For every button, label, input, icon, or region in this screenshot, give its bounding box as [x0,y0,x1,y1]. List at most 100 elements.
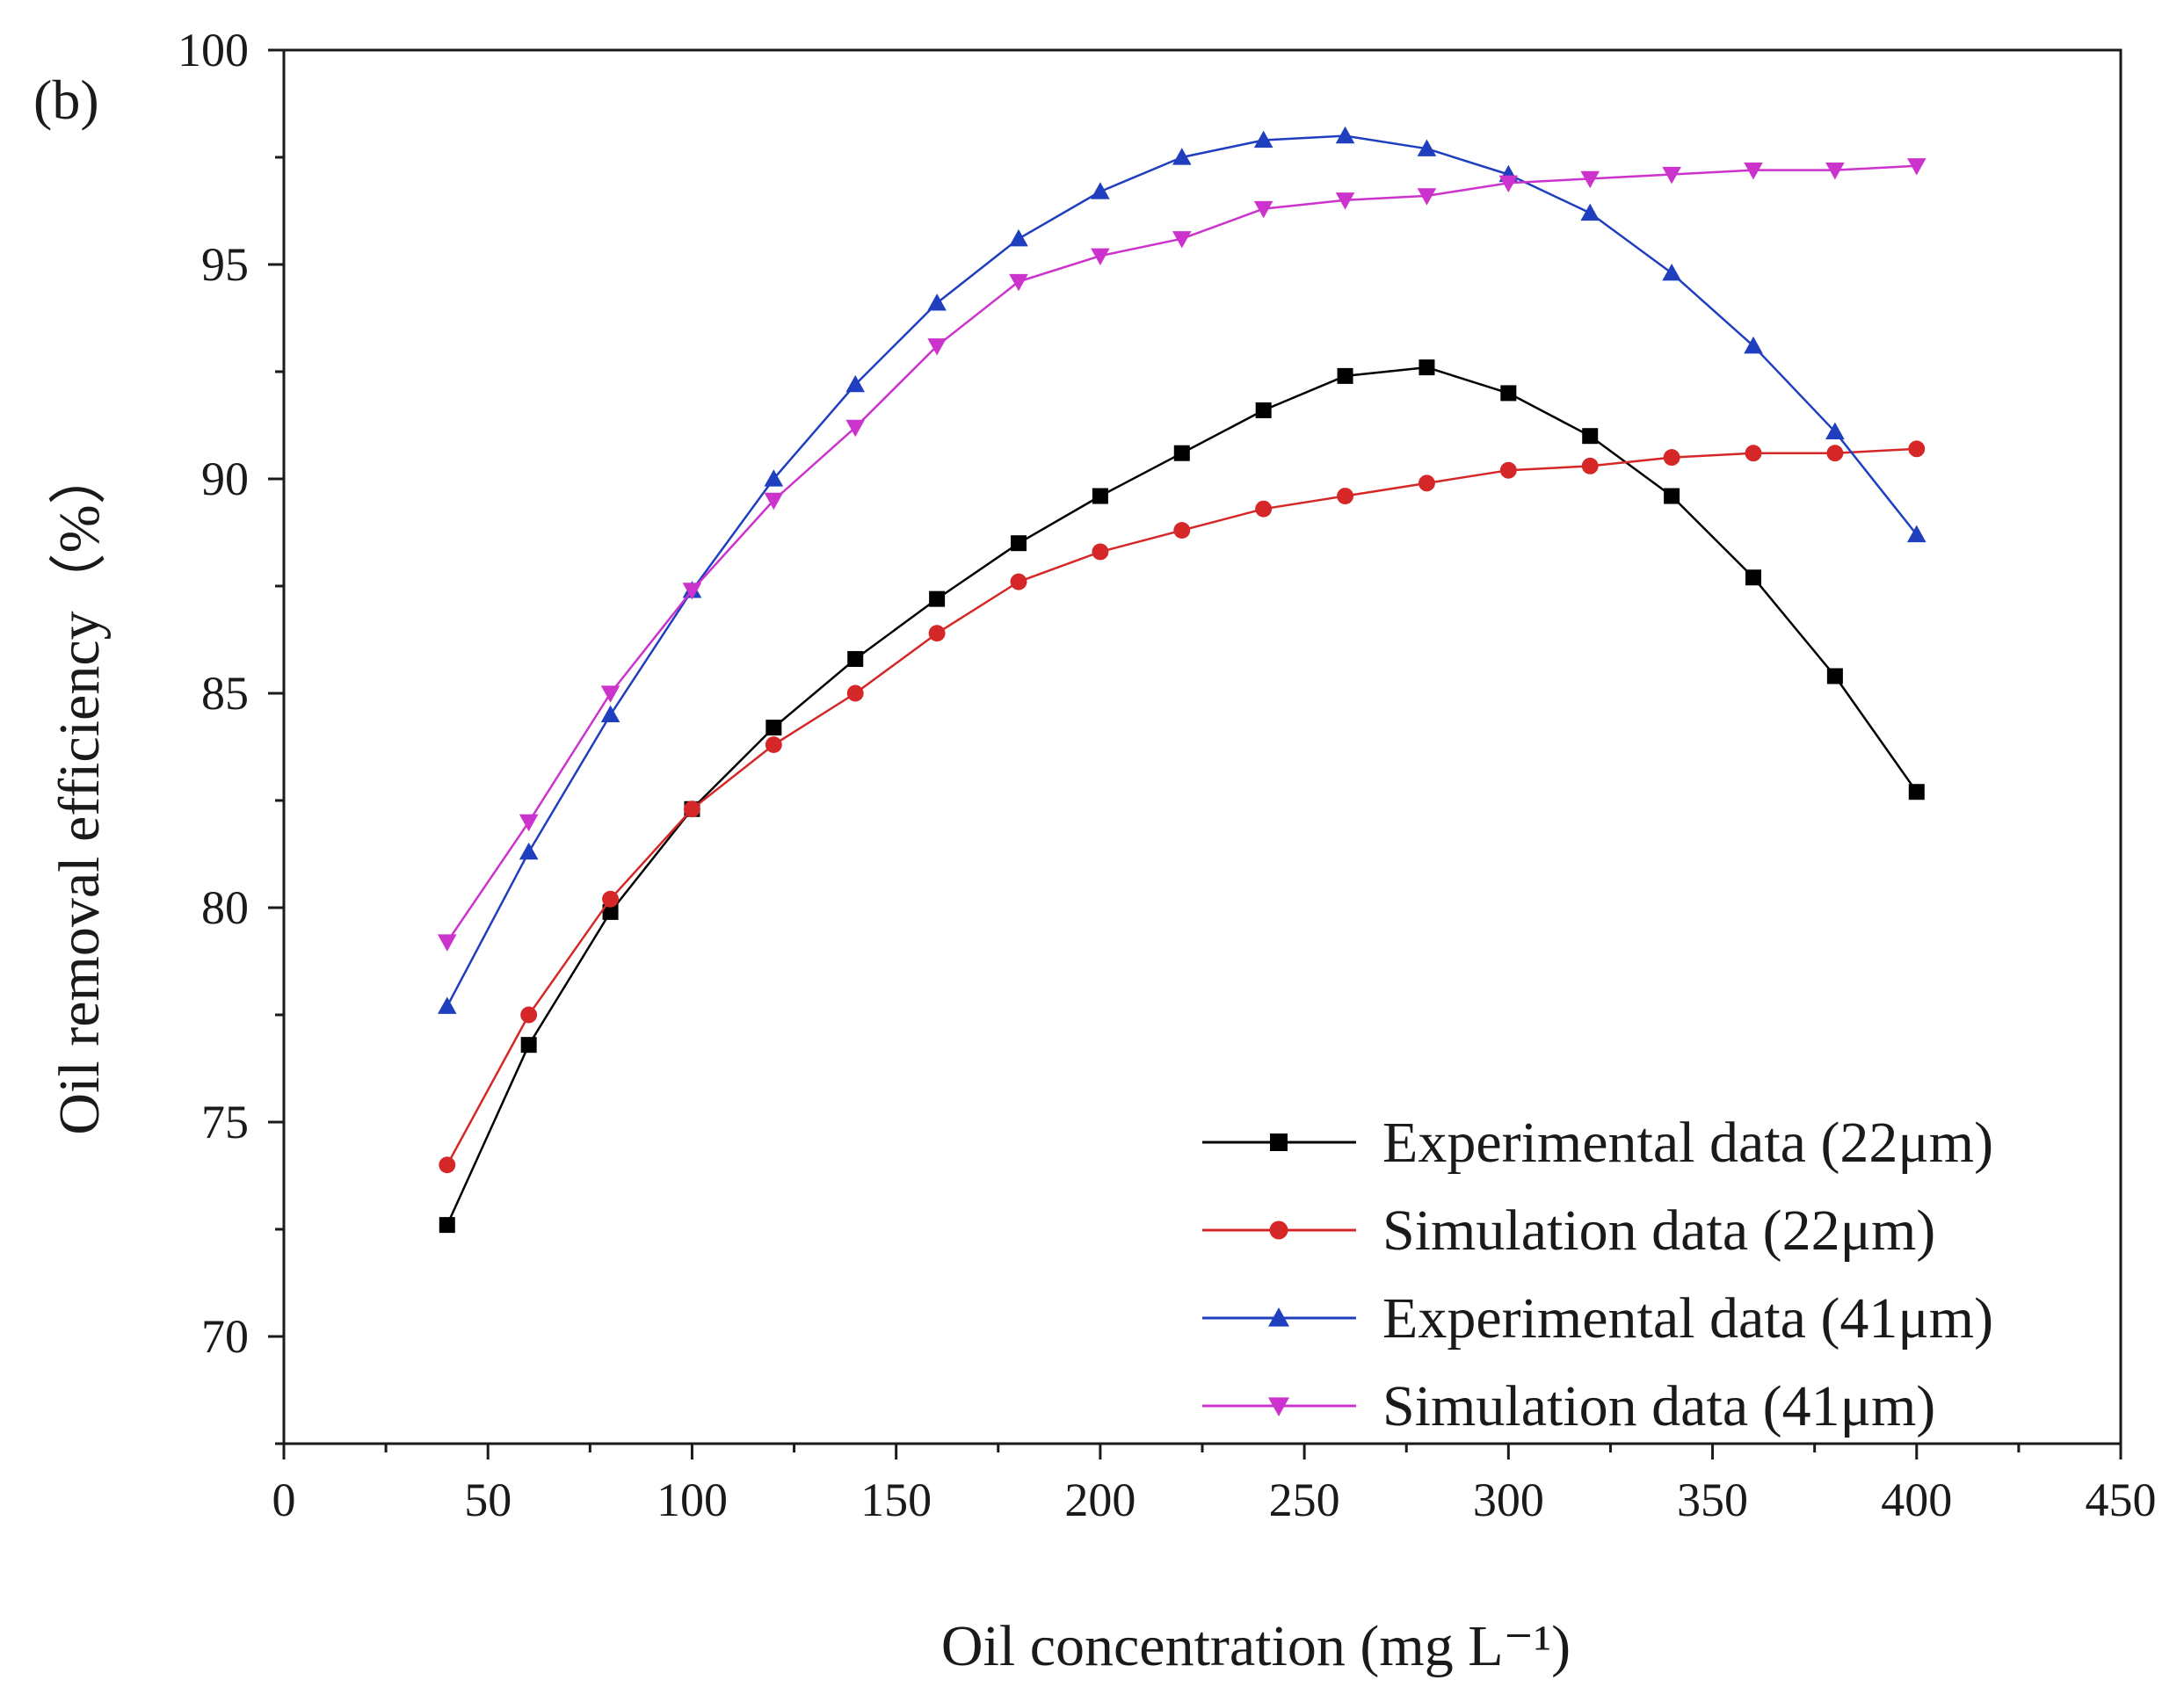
x-tick-label: 200 [1064,1474,1136,1526]
data-point [1173,522,1191,540]
data-point [602,903,619,920]
x-axis: 0 50 100 150 200 250 300 350 400 450 [272,1444,2157,1526]
data-point [437,934,457,952]
data-point [1172,231,1192,249]
data-point [847,650,864,667]
series-4 [437,158,1926,952]
data-point [1337,488,1354,504]
legend-label: Simulation data (22μm) [1382,1199,1935,1263]
data-point [928,625,946,642]
y-tick-label: 70 [201,1310,249,1363]
x-tick-label: 0 [272,1474,296,1526]
x-tick-label: 100 [657,1474,728,1526]
x-tick-label: 300 [1473,1474,1544,1526]
data-point [1825,422,1845,439]
data-point [1826,445,1844,462]
data-point [1253,200,1273,219]
data-point [1009,228,1028,247]
data-point [929,590,946,607]
data-point [1173,445,1190,461]
x-tick-label: 350 [1677,1474,1748,1526]
data-point [600,685,620,703]
data-point [1092,543,1109,561]
data-point [1906,158,1926,176]
data-point [1418,474,1435,492]
y-tick-label: 80 [201,881,249,934]
data-point [1337,367,1353,384]
x-tick-label: 250 [1269,1474,1340,1526]
x-axis-title: Oil concentration (mg L⁻¹) [941,1614,1571,1678]
data-point [1744,336,1763,354]
data-point [1417,188,1437,206]
legend-label: Simulation data (41μm) [1382,1374,1935,1438]
data-point [1581,457,1599,474]
data-point [1499,461,1517,479]
legend-item: Experimental data (22μm) [1202,1111,1993,1175]
series-1 [439,359,1925,1234]
legend-marker [1270,1133,1288,1151]
data-point [602,890,620,908]
data-point [1011,535,1027,552]
legend-item: Experimental data (41μm) [1202,1286,1993,1351]
data-point [437,996,457,1014]
y-tick-label: 95 [201,238,249,291]
data-point [1580,203,1600,221]
data-point [1662,263,1681,281]
y-tick-label: 75 [201,1096,249,1148]
data-point [520,1037,537,1054]
data-point [1255,500,1273,518]
data-point [1744,163,1763,180]
data-point [1745,445,1762,462]
data-point [1172,148,1192,165]
legend-label: Experimental data (41μm) [1382,1286,1993,1351]
data-point [1009,273,1028,292]
data-point [520,1006,538,1024]
data-point [1664,488,1680,504]
data-point [519,814,539,832]
data-point [1419,359,1435,376]
data-point [1826,668,1843,684]
data-point [1091,182,1110,199]
data-point [1010,573,1027,590]
data-point [682,583,702,600]
series-2 [439,440,1926,1174]
data-point [439,1156,456,1174]
data-point [1908,440,1926,458]
data-point [439,1217,455,1234]
data-point [927,338,947,356]
data-point [1908,784,1925,800]
data-point [1745,569,1761,586]
data-point [846,684,864,702]
data-point [519,842,539,860]
y-tick-label: 90 [201,453,249,505]
legend: Experimental data (22μm) Simulation data … [1202,1111,1993,1438]
legend-item: Simulation data (22μm) [1202,1199,1935,1263]
data-point [1663,449,1680,467]
legend-marker [1268,1397,1289,1416]
legend-marker [1269,1220,1288,1240]
data-point [765,736,782,754]
legend-label: Experimental data (22μm) [1382,1111,1993,1175]
data-point [600,705,620,723]
x-tick-label: 50 [464,1474,512,1526]
data-point [764,469,784,487]
data-point [1500,385,1517,402]
data-point [845,374,866,393]
legend-marker [1268,1307,1289,1327]
y-tick-label: 100 [178,24,249,76]
data-point [1580,170,1600,189]
data-point [1255,402,1272,418]
data-point [1417,139,1437,156]
data-point [764,492,784,511]
y-axis: 70 75 80 85 90 95 100 [178,24,284,1445]
y-tick-label: 85 [201,667,249,720]
x-tick-label: 450 [2086,1474,2157,1526]
data-point [1662,166,1681,185]
data-point [845,419,866,438]
data-point [765,720,782,736]
data-point [1335,126,1355,144]
data-point [1335,192,1355,210]
data-point [1825,163,1845,180]
panel-label: (b) [33,69,99,131]
data-point [1498,175,1519,193]
